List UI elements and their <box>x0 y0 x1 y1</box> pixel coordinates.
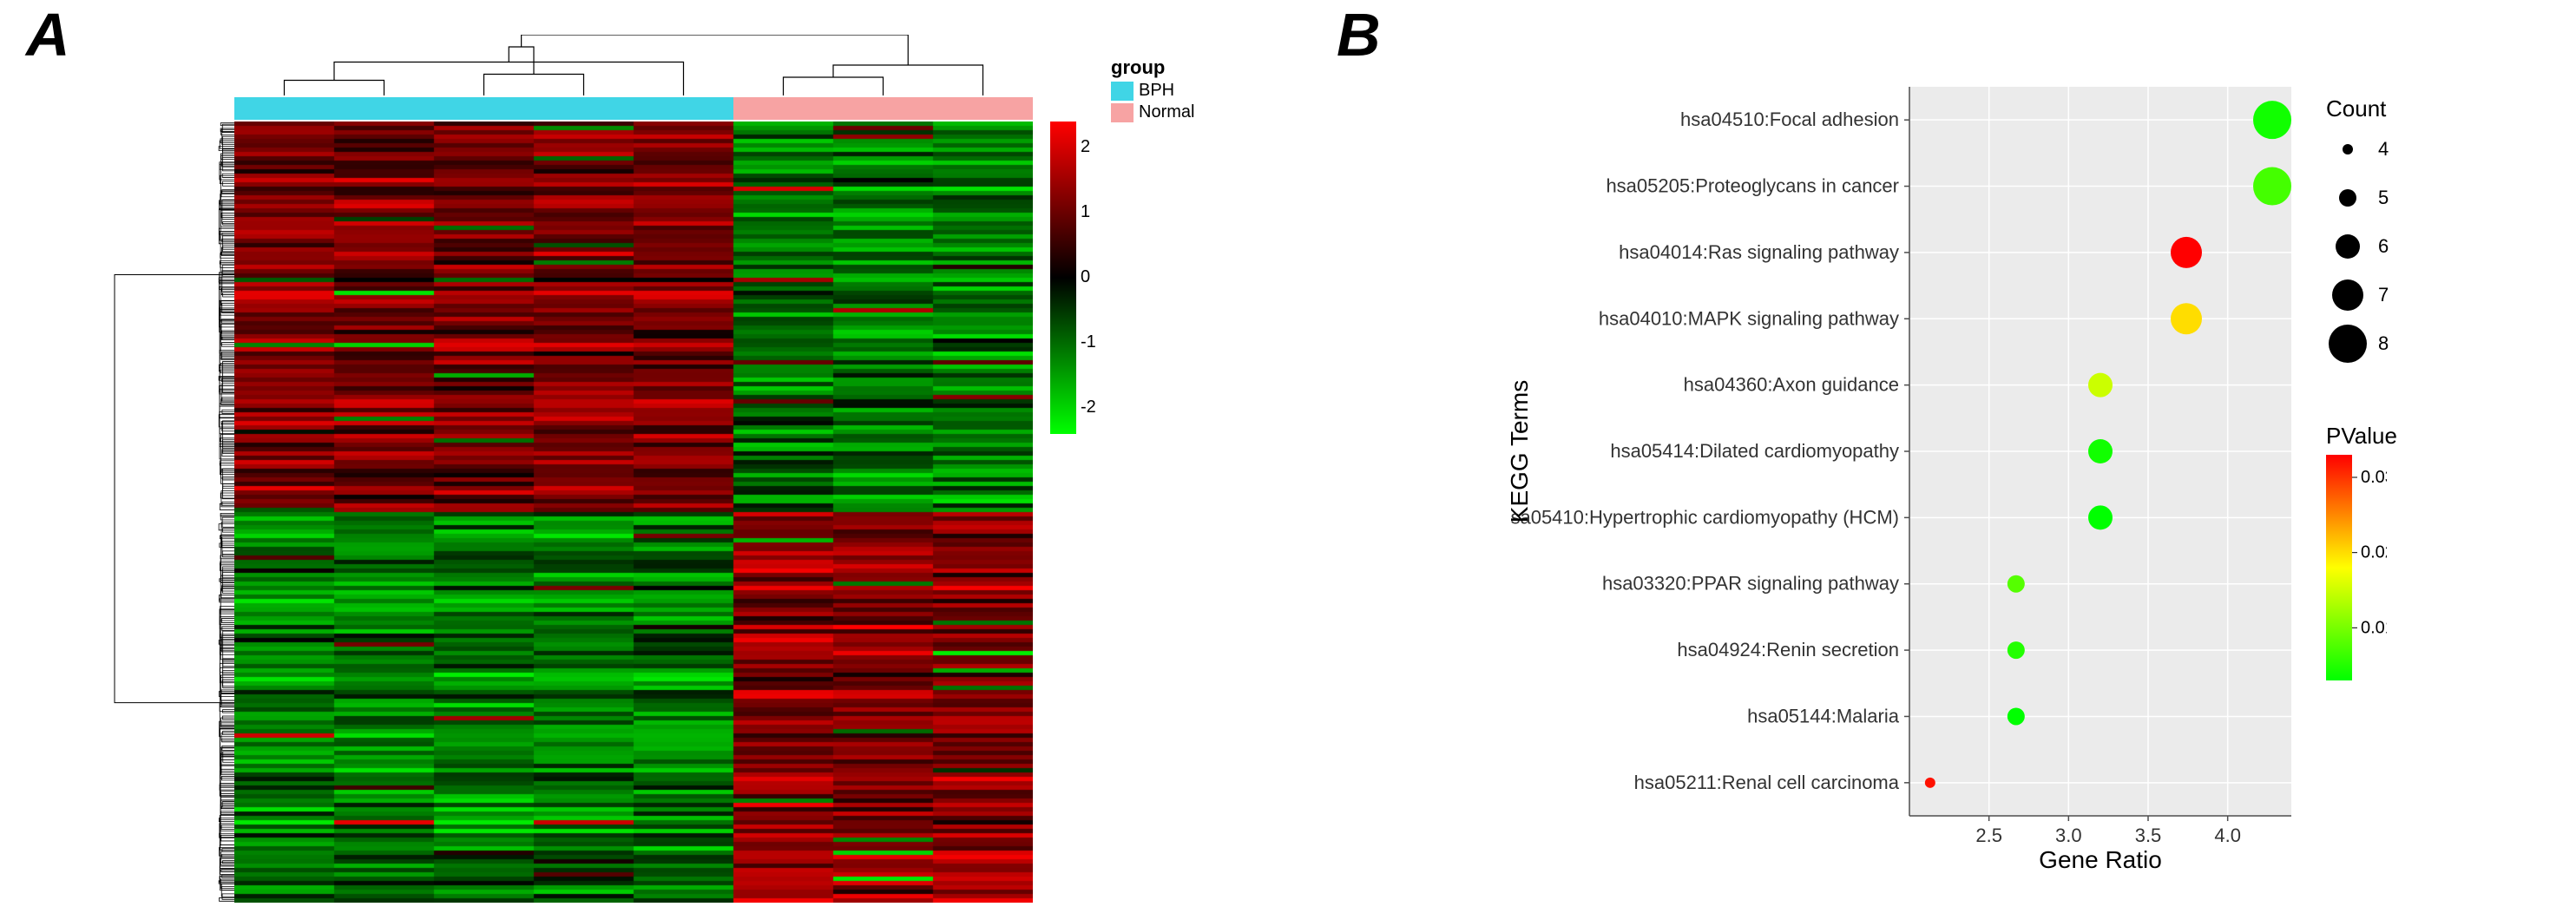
dotplot-legends: Count 4 5 6 7 8 PValue 0.03 0.02 0.01 <box>2326 95 2552 859</box>
heatmap-matrix <box>234 122 1033 903</box>
count-legend-symbol <box>2326 128 2369 171</box>
count-legend-symbol <box>2326 176 2369 220</box>
dotplot-point <box>2008 641 2025 659</box>
legend-label: Normal <box>1139 102 1194 122</box>
kegg-term-label: hsa05144:Malaria <box>1747 705 1900 726</box>
heatmap-colorbar <box>1050 122 1076 434</box>
count-legend-item: 5 <box>2326 176 2552 220</box>
heatmap-colorbar-ticks: 2 1 0 -1 -2 <box>1081 122 1124 434</box>
count-legend-label: 7 <box>2378 284 2389 306</box>
svg-text:0.02: 0.02 <box>2361 543 2387 562</box>
dotplot-point <box>2253 101 2291 139</box>
svg-text:Gene Ratio: Gene Ratio <box>2039 846 2162 873</box>
count-legend-label: 4 <box>2378 138 2389 161</box>
kegg-term-label: hsa05205:Proteoglycans in cancer <box>1606 175 1899 197</box>
dotplot-point <box>2088 439 2113 463</box>
group-legend-item: BPH <box>1111 81 1241 101</box>
count-legend-title: Count <box>2326 95 2552 122</box>
legend-label: BPH <box>1139 81 1174 101</box>
colorbar-tick: -2 <box>1081 398 1096 417</box>
kegg-term-label: hsa05410:Hypertrophic cardiomyopathy (HC… <box>1510 506 1899 528</box>
panel-b: 2.5 3.0 3.5 4.0 hsa04510:Focal adhesion hsa05… <box>1389 35 2560 903</box>
group-annotation-bar <box>234 97 1033 120</box>
kegg-term-label: hsa05414:Dilated cardiomyopathy <box>1610 440 1899 462</box>
row-dendrogram <box>113 122 234 903</box>
dotplot-point <box>2171 303 2202 334</box>
colorbar-tick: 1 <box>1081 202 1090 222</box>
svg-text:3.0: 3.0 <box>2055 825 2082 846</box>
svg-text:3.5: 3.5 <box>2135 825 2162 846</box>
group-legend-title: group <box>1111 56 1241 79</box>
kegg-dotplot: 2.5 3.0 3.5 4.0 hsa04510:Focal adhesion hsa05… <box>1510 78 2309 877</box>
kegg-term-label: hsa04010:MAPK signaling pathway <box>1599 307 1899 329</box>
pvalue-legend-title: PValue <box>2326 423 2552 450</box>
count-legend-symbol <box>2326 273 2369 317</box>
dotplot-point <box>2088 373 2113 398</box>
legend-swatch <box>1111 82 1134 101</box>
svg-text:0.03: 0.03 <box>2361 468 2387 487</box>
count-legend-label: 5 <box>2378 187 2389 209</box>
svg-text:KEGG Terms: KEGG Terms <box>1510 380 1533 522</box>
colorbar-tick: 2 <box>1081 137 1090 157</box>
dotplot-point <box>2253 168 2291 206</box>
count-legend-item: 4 <box>2326 128 2552 171</box>
count-legend-symbol <box>2326 225 2369 268</box>
column-dendrogram <box>234 35 1033 95</box>
count-legend-label: 8 <box>2378 332 2389 355</box>
colorbar-tick: -1 <box>1081 332 1096 352</box>
dotplot-point <box>2171 237 2202 268</box>
count-legend-symbol <box>2326 322 2369 365</box>
group-legend-item: Normal <box>1111 102 1241 122</box>
count-legend-item: 8 <box>2326 322 2552 365</box>
dotplot-point <box>2008 707 2025 725</box>
panel-a: 2 1 0 -1 -2 group BPHNormal <box>113 35 1241 903</box>
svg-text:4.0: 4.0 <box>2214 825 2241 846</box>
kegg-term-label: hsa05211:Renal cell carcinoma <box>1634 772 1900 793</box>
dotplot-point <box>1925 778 1935 788</box>
legend-swatch <box>1111 103 1134 122</box>
dotplot-point <box>2088 505 2113 529</box>
panel-a-label: A <box>26 0 70 69</box>
kegg-term-label: hsa03320:PPAR signaling pathway <box>1602 573 1899 595</box>
count-legend-item: 6 <box>2326 225 2552 268</box>
count-legend-label: 6 <box>2378 235 2389 258</box>
kegg-term-label: hsa04510:Focal adhesion <box>1680 108 1899 130</box>
group-legend: group BPHNormal <box>1111 56 1241 126</box>
pvalue-colorbar: 0.03 0.02 0.01 <box>2326 455 2387 680</box>
colorbar-tick: 0 <box>1081 267 1090 287</box>
svg-text:2.5: 2.5 <box>1975 825 2002 846</box>
svg-text:0.01: 0.01 <box>2361 618 2387 637</box>
kegg-term-label: hsa04014:Ras signaling pathway <box>1619 241 1899 263</box>
panel-b-label: B <box>1337 0 1381 69</box>
kegg-term-label: hsa04360:Axon guidance <box>1684 374 1899 396</box>
count-legend-item: 7 <box>2326 273 2552 317</box>
kegg-term-label: hsa04924:Renin secretion <box>1677 639 1899 660</box>
dotplot-point <box>2008 575 2025 593</box>
